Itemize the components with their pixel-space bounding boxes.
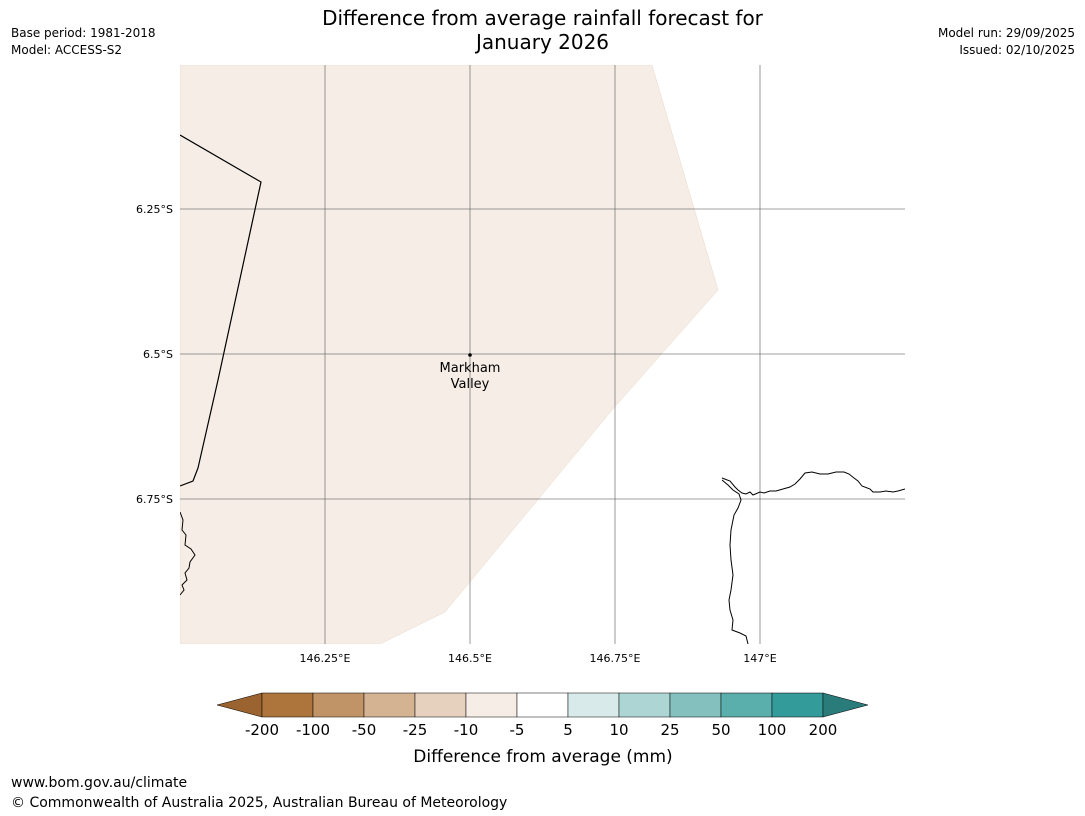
base-period-text: Base period: 1981-2018 — [11, 26, 156, 40]
colorbar-tick-label: -10 — [454, 721, 479, 739]
colorbar-tick-label: 50 — [711, 721, 730, 739]
colorbar-swatch — [669, 692, 722, 718]
colorbar-tick-label: -25 — [403, 721, 428, 739]
coastline-east-south — [721, 479, 749, 644]
issued-text: Issued: 02/10/2025 — [959, 43, 1075, 57]
lat-label: 6.5°S — [143, 348, 173, 361]
colorbar-tick-label: 200 — [809, 721, 838, 739]
legend-label: Difference from average (mm) — [413, 747, 672, 767]
colorbar-tick-label: -5 — [510, 721, 525, 739]
lon-label: 147°E — [743, 652, 776, 665]
colorbar-arrow-low — [216, 692, 263, 718]
lat-label: 6.75°S — [136, 493, 173, 506]
map-title: Difference from average rainfall forecas… — [240, 6, 845, 54]
colorbar-swatch — [465, 692, 518, 718]
colorbar-swatch — [618, 692, 671, 718]
lon-label: 146.75°E — [590, 652, 641, 665]
map-title-line2: January 2026 — [475, 30, 610, 54]
coastline-west — [180, 511, 196, 596]
map-panel: Markham Valley — [180, 65, 905, 644]
colorbar-swatch — [414, 692, 467, 718]
boundary-line — [180, 134, 262, 487]
colorbar-tick-label: -200 — [245, 721, 279, 739]
colorbar-tick-label: 5 — [563, 721, 573, 739]
colorbar-swatch — [312, 692, 365, 718]
legend-colorbar: -200 -100 -50 -25 -10 -5 5 10 25 50 100 200 Differe… — [216, 692, 869, 767]
map-figure: Markham Valley 146.25°E 146.5°E 146.75°E… — [136, 65, 905, 665]
colorbar-arrow-high — [822, 692, 869, 718]
footer-copyright: © Commonwealth of Australia 2025, Austra… — [11, 795, 508, 811]
model-run-text: Model run: 29/09/2025 — [937, 26, 1075, 40]
colorbar-swatch — [720, 692, 773, 718]
lon-label: 146.5°E — [448, 652, 492, 665]
place-label-line1: Markham — [440, 361, 501, 376]
lat-label: 6.25°S — [136, 203, 173, 216]
metadata-right: Model run: 29/09/2025 Issued: 02/10/2025 — [938, 25, 1075, 59]
metadata-left: Base period: 1981-2018 Model: ACCESS-S2 — [11, 25, 156, 59]
gridlines — [180, 65, 905, 644]
colorbar-swatch — [363, 692, 416, 718]
colorbar-tick-label: 100 — [758, 721, 787, 739]
colorbar-tick-label: -100 — [296, 721, 330, 739]
place-marker — [468, 353, 472, 357]
colorbar-tick-label: 25 — [660, 721, 679, 739]
colorbar-swatches — [216, 692, 869, 718]
place-label-line2: Valley — [451, 377, 490, 392]
colorbar-tick-label: 10 — [609, 721, 628, 739]
colorbar-swatch — [261, 692, 314, 718]
map-title-line1: Difference from average rainfall forecas… — [322, 6, 763, 30]
rainfall-anomaly-region — [180, 65, 719, 644]
colorbar-tick-label: -50 — [352, 721, 377, 739]
model-text: Model: ACCESS-S2 — [11, 43, 123, 57]
coastline-east — [721, 471, 905, 496]
footer-url[interactable]: www.bom.gov.au/climate — [11, 775, 188, 791]
colorbar-swatch — [516, 692, 569, 718]
lon-label: 146.25°E — [300, 652, 351, 665]
colorbar-swatch — [567, 692, 620, 718]
colorbar-ticks: -200 -100 -50 -25 -10 -5 5 10 25 50 100 200 — [245, 721, 837, 739]
colorbar-swatch — [771, 692, 824, 718]
